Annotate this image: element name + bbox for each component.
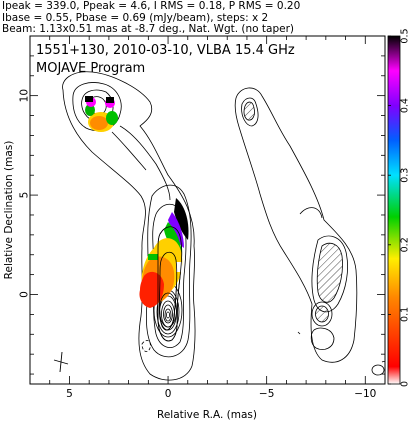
x-tick-label: 5 [66,388,73,400]
y-axis-label: Relative Declination (mas) [3,141,15,280]
colorbar-tick-label: 0.5 [399,28,409,43]
header-line-1: Ipeak = 339.0, Ppeak = 4.6, I RMS = 0.18… [2,0,300,12]
header-line-3: Beam: 1.13x0.51 mas at -8.7 deg., Nat. W… [2,23,294,35]
map-layers [53,71,385,381]
header-line-2: Ibase = 0.55, Pbase = 0.69 (mJy/beam), s… [2,12,268,24]
polarization-contours [234,87,385,376]
y-tick-label: 0 [19,291,31,298]
x-tick-label: −5 [259,388,274,400]
polarization-map [85,96,189,342]
plot-frame [29,35,386,385]
panel-title-line-1: 1551+130, 2010-03-10, VLBA 15.4 GHz [36,43,295,58]
beam-marker [53,351,69,373]
colorbar-ticks: 0 0.1 0.2 0.3 0.4 0.5 [388,28,409,387]
x-axis-ticks: 5 0 −5 −10 [29,36,386,400]
y-tick-label: 10 [19,89,31,102]
x-tick-label: −10 [354,388,376,400]
colorbar-tick-label: 0 [399,381,409,387]
y-tick-label: 5 [19,192,31,199]
y-axis-ticks: 0 5 10 [19,35,385,375]
x-axis-label: Relative R.A. (mas) [157,409,257,421]
colorbar-tick-label: 0.2 [399,237,409,252]
colorbar-tick-label: 0.4 [399,98,409,113]
x-tick-label: 0 [165,388,172,400]
colorbar-tick-label: 0.1 [399,307,409,322]
colorbar [387,35,401,385]
panel-title-line-2: MOJAVE Program [36,61,145,76]
colorbar-tick-label: 0.3 [399,168,409,183]
